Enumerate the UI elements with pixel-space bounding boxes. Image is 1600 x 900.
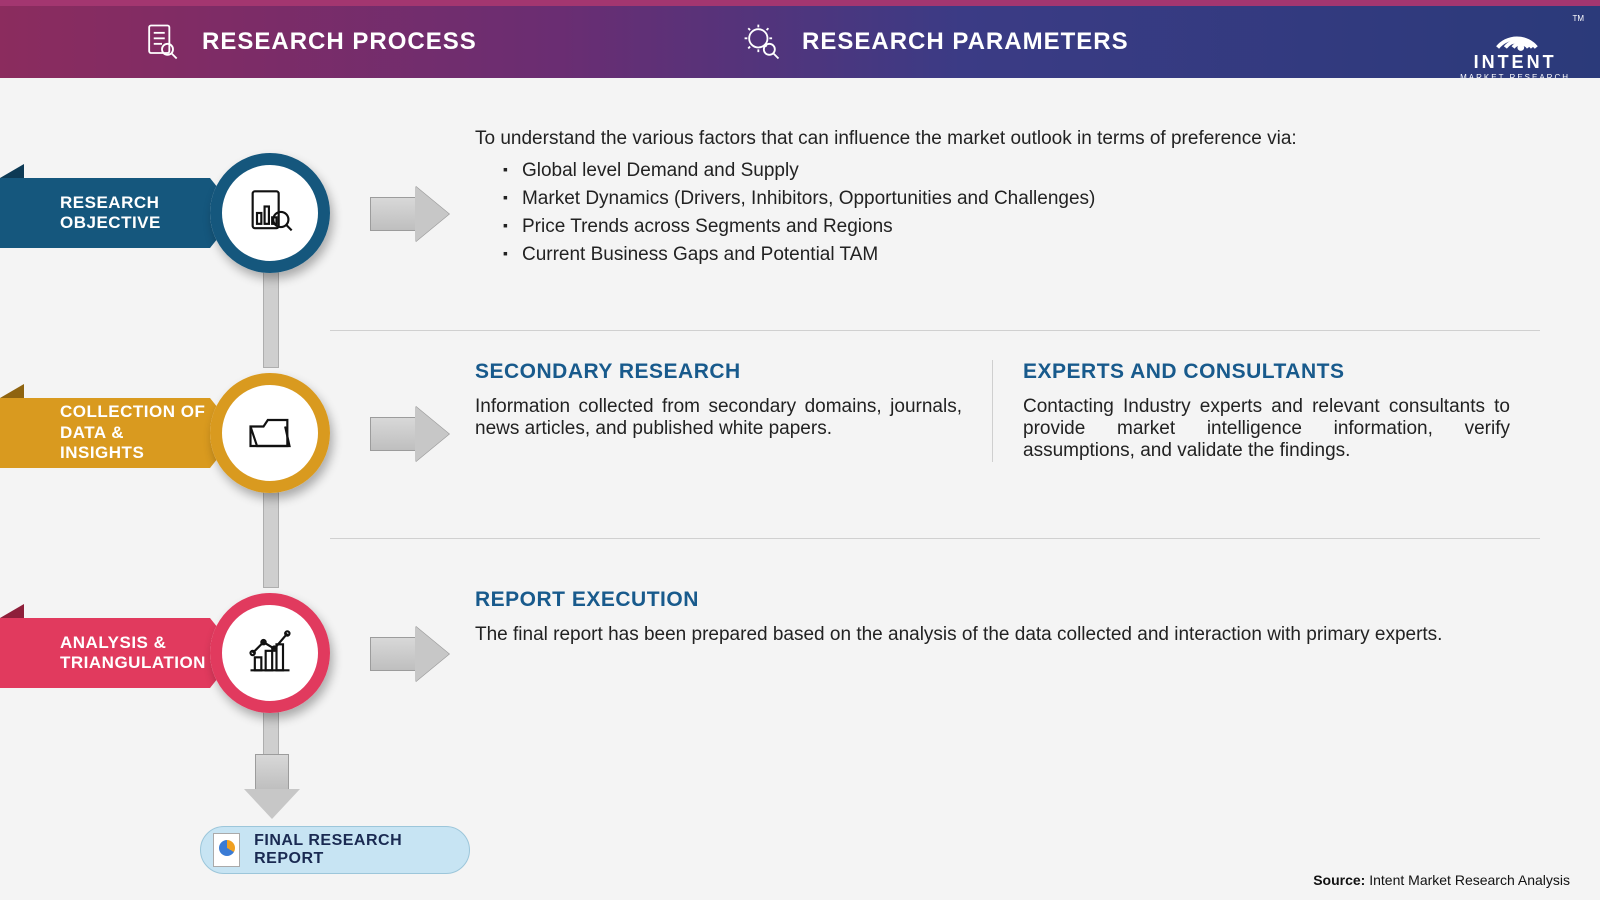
objective-intro: To understand the various factors that c…: [475, 128, 1540, 150]
wifi-arc-icon: [1486, 12, 1544, 52]
arrow-right-icon: [370, 626, 450, 682]
source-line: Source: Intent Market Research Analysis: [1313, 872, 1570, 888]
bullet-item: Current Business Gaps and Potential TAM: [503, 244, 1540, 266]
final-report-pill: FINAL RESEARCH REPORT: [200, 826, 470, 874]
bullet-item: Market Dynamics (Drivers, Inhibitors, Op…: [503, 188, 1540, 210]
header-title-right: RESEARCH PARAMETERS: [802, 28, 1129, 56]
final-label: FINAL RESEARCH REPORT: [254, 832, 469, 868]
header-title-left: RESEARCH PROCESS: [202, 28, 477, 56]
section-heading: REPORT EXECUTION: [475, 588, 1540, 612]
bullet-item: Global level Demand and Supply: [503, 160, 1540, 182]
step-badge-objective: [210, 153, 330, 273]
step-flag-objective: RESEARCHOBJECTIVE: [0, 178, 238, 248]
content-objective: To understand the various factors that c…: [475, 128, 1540, 272]
step-badge-analysis: [210, 593, 330, 713]
step-label: ANALYSIS &TRIANGULATION: [0, 618, 210, 688]
column-secondary: SECONDARY RESEARCH Information collected…: [475, 360, 992, 462]
column-experts: EXPERTS AND CONSULTANTS Contacting Indus…: [992, 360, 1540, 462]
section-body: Information collected from secondary dom…: [475, 396, 962, 440]
divider-line: [330, 330, 1540, 331]
step-badge-collection: [210, 373, 330, 493]
brand-tm: TM: [1572, 14, 1584, 23]
header-bar: RESEARCH PROCESS RESEARCH PARAMETERS TM …: [0, 0, 1600, 78]
header-left: RESEARCH PROCESS: [140, 20, 740, 64]
content-analysis: REPORT EXECUTION The final report has be…: [475, 588, 1540, 646]
folder-icon: [244, 407, 296, 459]
body-area: RESEARCHOBJECTIVE To understand the vari…: [0, 78, 1600, 900]
step-label: COLLECTION OFDATA & INSIGHTS: [0, 398, 210, 468]
content-collection: SECONDARY RESEARCH Information collected…: [475, 360, 1540, 462]
source-text: Intent Market Research Analysis: [1369, 872, 1570, 888]
document-pie-icon: [213, 833, 240, 867]
step-flag-collection: COLLECTION OFDATA & INSIGHTS: [0, 398, 238, 468]
objective-bullets: Global level Demand and Supply Market Dy…: [475, 160, 1540, 266]
section-heading: EXPERTS AND CONSULTANTS: [1023, 360, 1510, 384]
header-right: RESEARCH PARAMETERS: [740, 20, 1129, 64]
bullet-item: Price Trends across Segments and Regions: [503, 216, 1540, 238]
arrow-right-icon: [370, 406, 450, 462]
step-label: RESEARCHOBJECTIVE: [0, 178, 210, 248]
section-body: The final report has been prepared based…: [475, 624, 1540, 646]
divider-line: [330, 538, 1540, 539]
bar-line-chart-icon: [244, 627, 296, 679]
source-prefix: Source:: [1313, 872, 1365, 888]
arrow-down-icon: [244, 754, 300, 818]
step-flag-analysis: ANALYSIS &TRIANGULATION: [0, 618, 238, 688]
report-chart-icon: [244, 187, 296, 239]
gear-search-icon: [740, 20, 784, 64]
arrow-right-icon: [370, 186, 450, 242]
brand-logo: TM INTENT MARKET RESEARCH: [1460, 12, 1570, 82]
brand-name: INTENT: [1474, 52, 1557, 73]
section-heading: SECONDARY RESEARCH: [475, 360, 962, 384]
section-body: Contacting Industry experts and relevant…: [1023, 396, 1510, 462]
document-search-icon: [140, 20, 184, 64]
